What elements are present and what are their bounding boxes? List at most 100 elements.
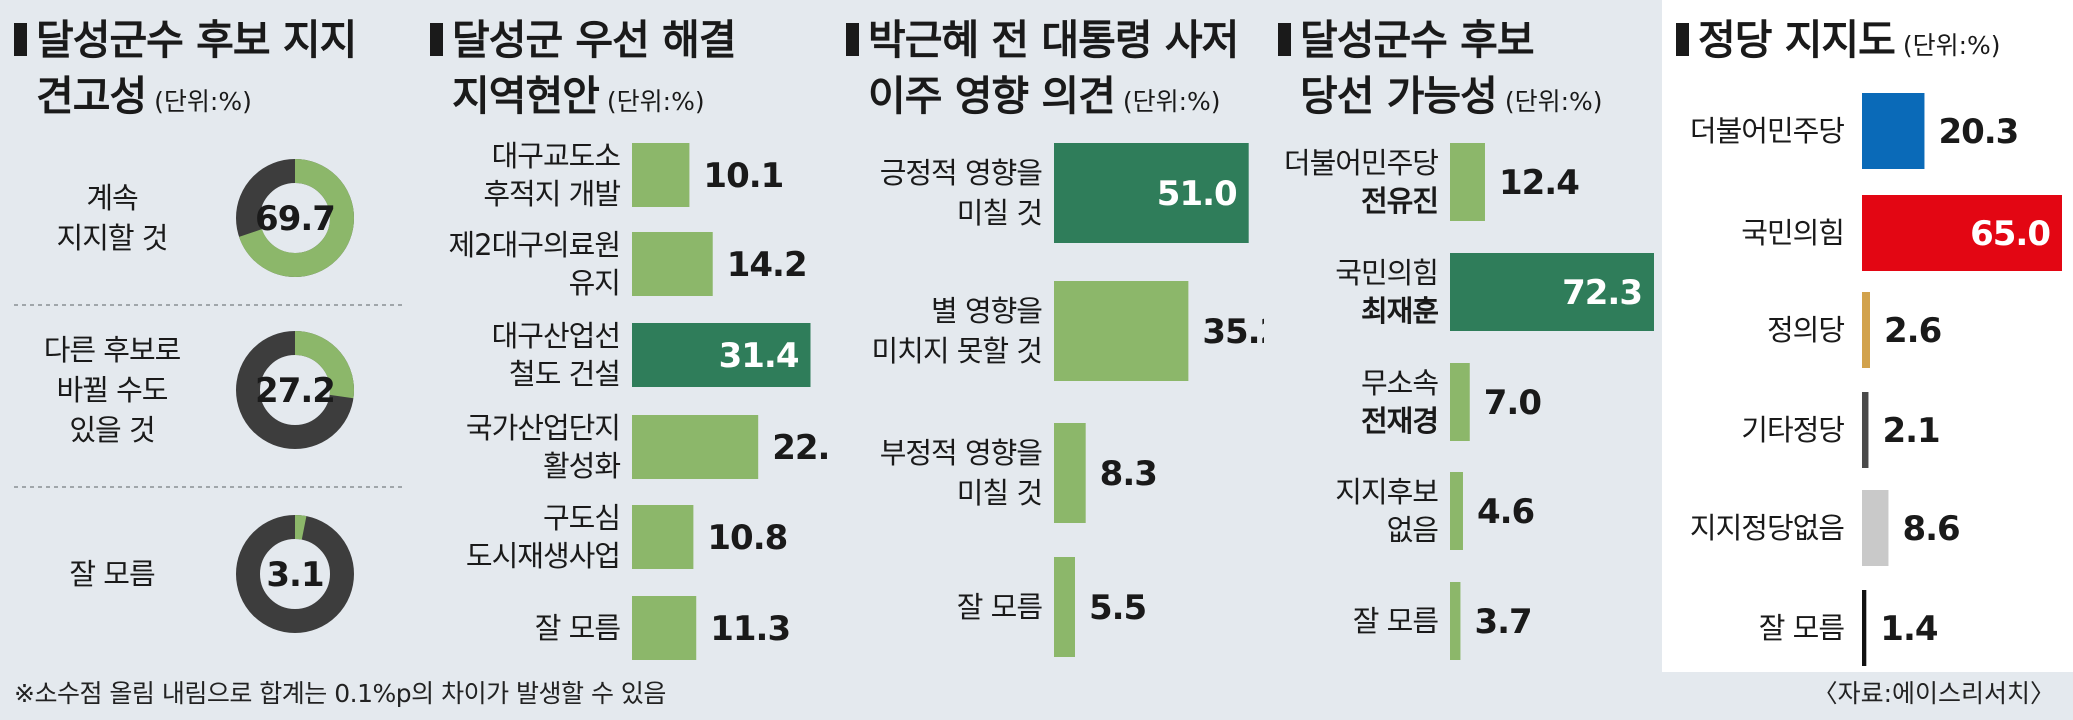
- donut-category-label: 있을 것: [69, 413, 154, 447]
- bar-value-label: 8.6: [1902, 509, 1959, 549]
- title-line-2: 견고성: [36, 72, 147, 120]
- bar: [1450, 363, 1470, 441]
- bar-value-label: 7.0: [1484, 383, 1542, 423]
- bar: [1862, 292, 1870, 368]
- bar-value-label: 20.3: [1938, 112, 2018, 152]
- title-line-1: 달성군 우선 해결: [452, 16, 737, 64]
- category-label: 철도 건설: [509, 357, 620, 391]
- title-square-marker: [1676, 23, 1689, 56]
- bar-item: 잘 모름 3.7: [1353, 582, 1533, 660]
- bar-value-label: 65.0: [1970, 214, 2050, 254]
- panel-title: 달성군수 후보 당선 가능성 (단위:%): [1278, 12, 1603, 130]
- bar: [1862, 392, 1869, 468]
- panel-candidate-support-firmness: 달성군수 후보 지지 견고성 (단위:%) 69.7 계속 지지할 것 27.2 다른 후…: [0, 0, 416, 672]
- category-label: 정의당: [1767, 313, 1844, 347]
- bar-item: 기타정당 2.1: [1741, 392, 1941, 468]
- bar-value-label: 2.1: [1882, 411, 1939, 451]
- category-label: 후적지 개발: [483, 177, 620, 211]
- category-label: 국가산업단지: [466, 411, 620, 445]
- category-label: 도시재생사업: [466, 539, 620, 573]
- unit-label: (단위:%): [606, 87, 705, 116]
- panel-title: 달성군수 후보 지지 견고성 (단위:%): [14, 12, 357, 130]
- title-square-marker: [1278, 23, 1291, 56]
- bar: [632, 415, 759, 479]
- bar-value-label: 22.2: [772, 428, 832, 468]
- title-line-1: 정당 지지도: [1698, 16, 1896, 64]
- panel-party-support: 정당 지지도 (단위:%) 더불어민주당 20.3 국민의힘 65.0 정의당 2.6 기타정…: [1662, 0, 2073, 672]
- bar-item: 국민의힘 65.0: [1741, 195, 2062, 271]
- donut-segment: [236, 515, 354, 633]
- title-square-marker: [846, 23, 859, 56]
- panel-title: 정당 지지도 (단위:%): [1676, 12, 2001, 74]
- bar-value-label: 5.5: [1089, 588, 1146, 628]
- donut-category-label: 바뀔 수도: [57, 373, 168, 407]
- category-label: 국민의힘: [1741, 216, 1844, 250]
- bar-value-label: 2.6: [1884, 311, 1941, 351]
- bar: [632, 232, 713, 296]
- bar: [1450, 472, 1463, 550]
- category-label: 미치지 못할 것: [871, 334, 1042, 368]
- bar-item: 지지정당없음 8.6: [1690, 490, 1961, 566]
- bar: [1054, 281, 1189, 381]
- source-credit: 〈자료:에이스리서치〉: [1812, 679, 2055, 708]
- category-label: 지지정당없음: [1690, 511, 1844, 545]
- bar-item: 잘 모름 1.4: [1759, 590, 1939, 666]
- category-label: 잘 모름: [957, 590, 1043, 624]
- title-line-2: 당선 가능성: [1300, 72, 1498, 120]
- bar: [1054, 143, 1249, 243]
- bar-value-label: 3.7: [1474, 602, 1531, 642]
- title-square-marker: [14, 23, 27, 56]
- donut-segment: [236, 331, 354, 449]
- bar: [1450, 143, 1485, 221]
- donut-segment: [236, 159, 354, 277]
- category-label: 활성화: [543, 449, 620, 483]
- bar-item: 더불어민주당 20.3: [1690, 93, 2019, 169]
- donut-value-label: 69.7: [255, 199, 335, 239]
- category-label: 유지: [569, 266, 620, 300]
- category-label: 잘 모름: [1759, 611, 1845, 645]
- panel-election-likelihood: 달성군수 후보 당선 가능성 (단위:%) 더불어민주당 전유진 12.4 국민의힘 최재…: [1264, 0, 1658, 672]
- category-label: 더불어민주당: [1284, 146, 1438, 180]
- candidate-name: 전재경: [1361, 404, 1438, 438]
- bar: [1862, 93, 1925, 169]
- bar-value-label: 11.3: [710, 609, 790, 649]
- panel-residence-move-impact: 박근혜 전 대통령 사저 이주 영향 의견 (단위:%) 긍정적 영향을 미칠 것 5…: [832, 0, 1264, 672]
- bar-value-label: 35.2: [1202, 312, 1264, 352]
- category-label: 긍정적 영향을: [880, 156, 1043, 190]
- title-line-1: 달성군수 후보 지지: [36, 16, 357, 64]
- bar: [632, 143, 690, 207]
- category-label: 없음: [1387, 513, 1439, 547]
- category-label: 기타정당: [1741, 413, 1844, 447]
- category-label: 더불어민주당: [1690, 114, 1844, 148]
- footnote: ※소수점 올림 내림으로 합계는 0.1%p의 차이가 발생할 수 있음: [14, 679, 666, 708]
- unit-label: (단위:%): [1902, 31, 2001, 60]
- unit-label: (단위:%): [154, 87, 252, 116]
- bar: [1450, 582, 1461, 660]
- donut-category-label: 잘 모름: [69, 557, 155, 591]
- unit-label: (단위:%): [1504, 87, 1603, 116]
- bar: [632, 323, 811, 387]
- candidate-name: 최재훈: [1361, 294, 1438, 328]
- bar: [1450, 253, 1654, 331]
- candidate-name: 전유진: [1361, 184, 1438, 218]
- category-label: 미칠 것: [957, 196, 1042, 230]
- donut-category-label: 지지할 것: [57, 221, 168, 255]
- bar-chart: 더불어민주당 20.3 국민의힘 65.0 정의당 2.6 기타정당 2.1 지지정당없음 8.6…: [1690, 93, 2062, 666]
- bar: [1862, 490, 1889, 566]
- donut-item: 3.1 잘 모름: [69, 515, 354, 633]
- category-label: 잘 모름: [1353, 604, 1439, 638]
- title-line-1: 달성군수 후보: [1300, 16, 1535, 64]
- bar-item: 정의당 2.6: [1767, 292, 1942, 368]
